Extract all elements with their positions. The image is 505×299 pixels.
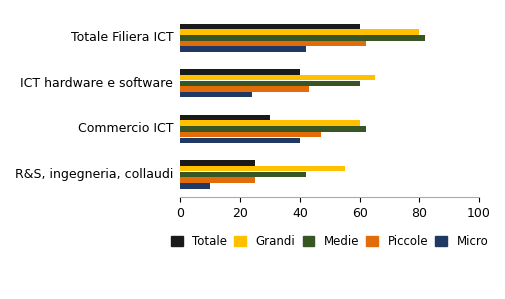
Bar <box>180 75 374 80</box>
Bar <box>180 177 255 183</box>
Bar <box>180 69 299 75</box>
Bar <box>180 29 419 35</box>
Bar <box>180 115 269 120</box>
Bar <box>180 35 424 40</box>
Bar <box>180 86 308 92</box>
Bar <box>180 183 210 189</box>
Legend: Totale, Grandi, Medie, Piccole, Micro: Totale, Grandi, Medie, Piccole, Micro <box>166 231 492 253</box>
Bar <box>180 160 255 166</box>
Bar <box>180 24 359 29</box>
Bar <box>180 138 299 143</box>
Bar <box>180 92 251 97</box>
Bar <box>180 120 359 126</box>
Bar <box>180 166 344 171</box>
Bar <box>180 46 305 52</box>
Bar <box>180 81 359 86</box>
Bar <box>180 172 305 177</box>
Bar <box>180 41 365 46</box>
Bar <box>180 126 365 132</box>
Bar <box>180 132 320 137</box>
